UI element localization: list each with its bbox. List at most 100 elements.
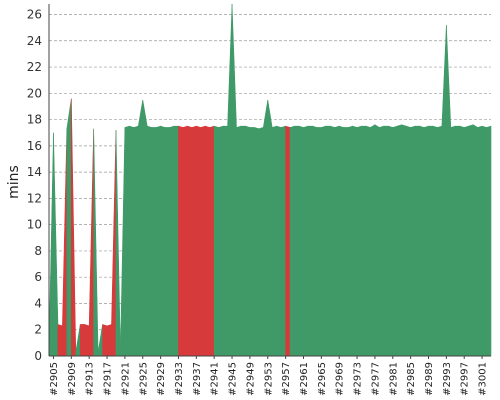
- y-tick-label: 24: [27, 34, 42, 48]
- x-tick-label: #2993: [442, 362, 453, 396]
- duration-segment: [410, 125, 416, 357]
- duration-segment: [379, 125, 385, 357]
- x-tick-label: #2957: [281, 362, 292, 396]
- duration-segment: [191, 125, 197, 357]
- duration-segment: [133, 125, 139, 357]
- duration-segment: [472, 124, 478, 357]
- duration-segment: [187, 125, 193, 357]
- duration-segment: [347, 125, 353, 357]
- duration-segment: [423, 125, 429, 357]
- duration-segment: [392, 125, 398, 357]
- x-tick-label: #2969: [335, 362, 346, 396]
- duration-segment: [146, 125, 152, 357]
- duration-segment: [129, 125, 135, 357]
- y-tick-label: 4: [34, 296, 42, 310]
- duration-segment: [486, 125, 492, 357]
- x-tick-label: #2985: [406, 362, 417, 396]
- duration-segment: [209, 125, 215, 357]
- duration-segment: [432, 125, 438, 357]
- duration-segment: [388, 125, 394, 357]
- duration-segment: [383, 125, 389, 357]
- duration-segment: [182, 125, 188, 357]
- duration-segment: [271, 125, 277, 357]
- x-tick-label: #2905: [49, 362, 60, 396]
- duration-segment: [53, 132, 59, 357]
- duration-segment: [289, 125, 295, 357]
- x-tick-label: #2917: [103, 362, 114, 396]
- y-tick-label: 20: [27, 86, 42, 100]
- duration-segment: [62, 128, 68, 357]
- duration-segment: [401, 124, 407, 357]
- duration-segment: [450, 125, 456, 357]
- duration-segment: [160, 125, 166, 357]
- duration-segment: [481, 125, 487, 357]
- duration-segment: [48, 132, 54, 357]
- x-tick-label: #2997: [460, 362, 471, 396]
- duration-segment: [227, 3, 233, 357]
- duration-segment: [312, 125, 318, 357]
- duration-segment: [365, 125, 371, 357]
- x-tick-label: #2953: [263, 362, 274, 396]
- duration-segment: [463, 125, 469, 357]
- duration-segment: [396, 124, 403, 357]
- duration-segment: [164, 127, 170, 357]
- x-tick-label: #2909: [67, 362, 78, 396]
- duration-segment: [57, 324, 63, 357]
- x-tick-label: #2941: [210, 362, 221, 396]
- duration-segment: [325, 125, 331, 357]
- duration-segment: [258, 127, 264, 357]
- y-axis-title: mins: [6, 165, 22, 199]
- duration-segment: [196, 125, 202, 357]
- x-tick-label: #2921: [120, 362, 131, 396]
- x-tick-label: #2981: [388, 362, 399, 396]
- x-tick-label: #2949: [245, 362, 256, 396]
- duration-segment: [106, 324, 112, 357]
- duration-segment: [111, 130, 117, 357]
- axes: [48, 4, 491, 357]
- duration-segment: [245, 125, 251, 357]
- x-tick-label: #3001: [478, 362, 489, 396]
- duration-segment: [240, 125, 246, 357]
- duration-segment: [97, 324, 103, 357]
- duration-segment: [71, 98, 77, 357]
- duration-segment: [142, 99, 148, 357]
- duration-segment: [79, 324, 86, 357]
- duration-segment: [93, 128, 99, 357]
- duration-segment: [446, 25, 452, 357]
- duration-segment: [477, 125, 483, 357]
- duration-segment: [437, 125, 443, 357]
- x-tick-label: #2913: [85, 362, 96, 396]
- duration-segment: [151, 127, 157, 357]
- duration-segment: [329, 125, 336, 357]
- duration-segment: [441, 25, 447, 357]
- duration-segment: [213, 125, 219, 357]
- x-tick-label: #2965: [317, 362, 328, 396]
- duration-segment: [307, 125, 313, 357]
- duration-segment: [263, 99, 269, 357]
- duration-area: [48, 3, 492, 357]
- duration-segment: [285, 125, 291, 357]
- duration-segment: [321, 125, 327, 357]
- duration-segment: [343, 127, 349, 357]
- y-tick-label: 18: [27, 113, 42, 127]
- duration-segment: [88, 128, 94, 357]
- y-tick-label: 8: [34, 244, 42, 258]
- duration-segment: [155, 125, 161, 357]
- x-tick-label: #2977: [370, 362, 381, 396]
- duration-segment: [419, 125, 425, 357]
- duration-segment: [334, 125, 340, 357]
- duration-segment: [468, 124, 474, 357]
- duration-segment: [102, 324, 108, 357]
- y-tick-label: 14: [27, 165, 42, 179]
- duration-segment: [352, 125, 358, 357]
- x-tick-label: #2925: [138, 362, 149, 396]
- duration-segment: [231, 3, 237, 357]
- duration-segment: [137, 99, 144, 357]
- duration-segment: [66, 98, 72, 357]
- duration-segment: [84, 324, 90, 357]
- duration-segment: [124, 125, 130, 357]
- duration-segment: [218, 125, 224, 357]
- y-tick-label: 2: [34, 323, 42, 337]
